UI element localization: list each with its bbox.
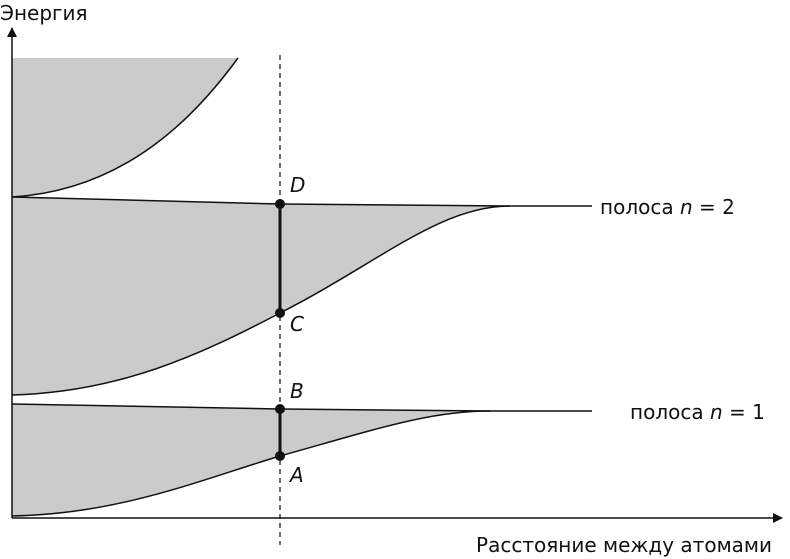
point	[275, 404, 285, 414]
y-axis-label: Энергия	[0, 1, 88, 25]
band-number: = 2	[699, 195, 735, 219]
band-1-region	[12, 404, 490, 516]
band-variable: n	[680, 195, 693, 219]
band-word: полоса	[630, 400, 704, 424]
band-2-region	[12, 197, 510, 395]
band-label: полоса n = 2	[600, 195, 735, 219]
point-label: D	[290, 173, 305, 197]
point-label: A	[288, 463, 304, 487]
point	[275, 308, 285, 318]
band-variable: n	[710, 400, 723, 424]
band-word: полоса	[600, 195, 674, 219]
point	[275, 451, 285, 461]
band-label: полоса n = 1	[630, 400, 765, 424]
x-axis-label: Расстояние между атомами	[476, 533, 772, 557]
points	[275, 199, 285, 461]
point	[275, 199, 285, 209]
band-number: = 1	[729, 400, 765, 424]
point-label: C	[290, 312, 304, 336]
point-label: B	[290, 379, 304, 403]
upper-band-region	[12, 58, 238, 197]
